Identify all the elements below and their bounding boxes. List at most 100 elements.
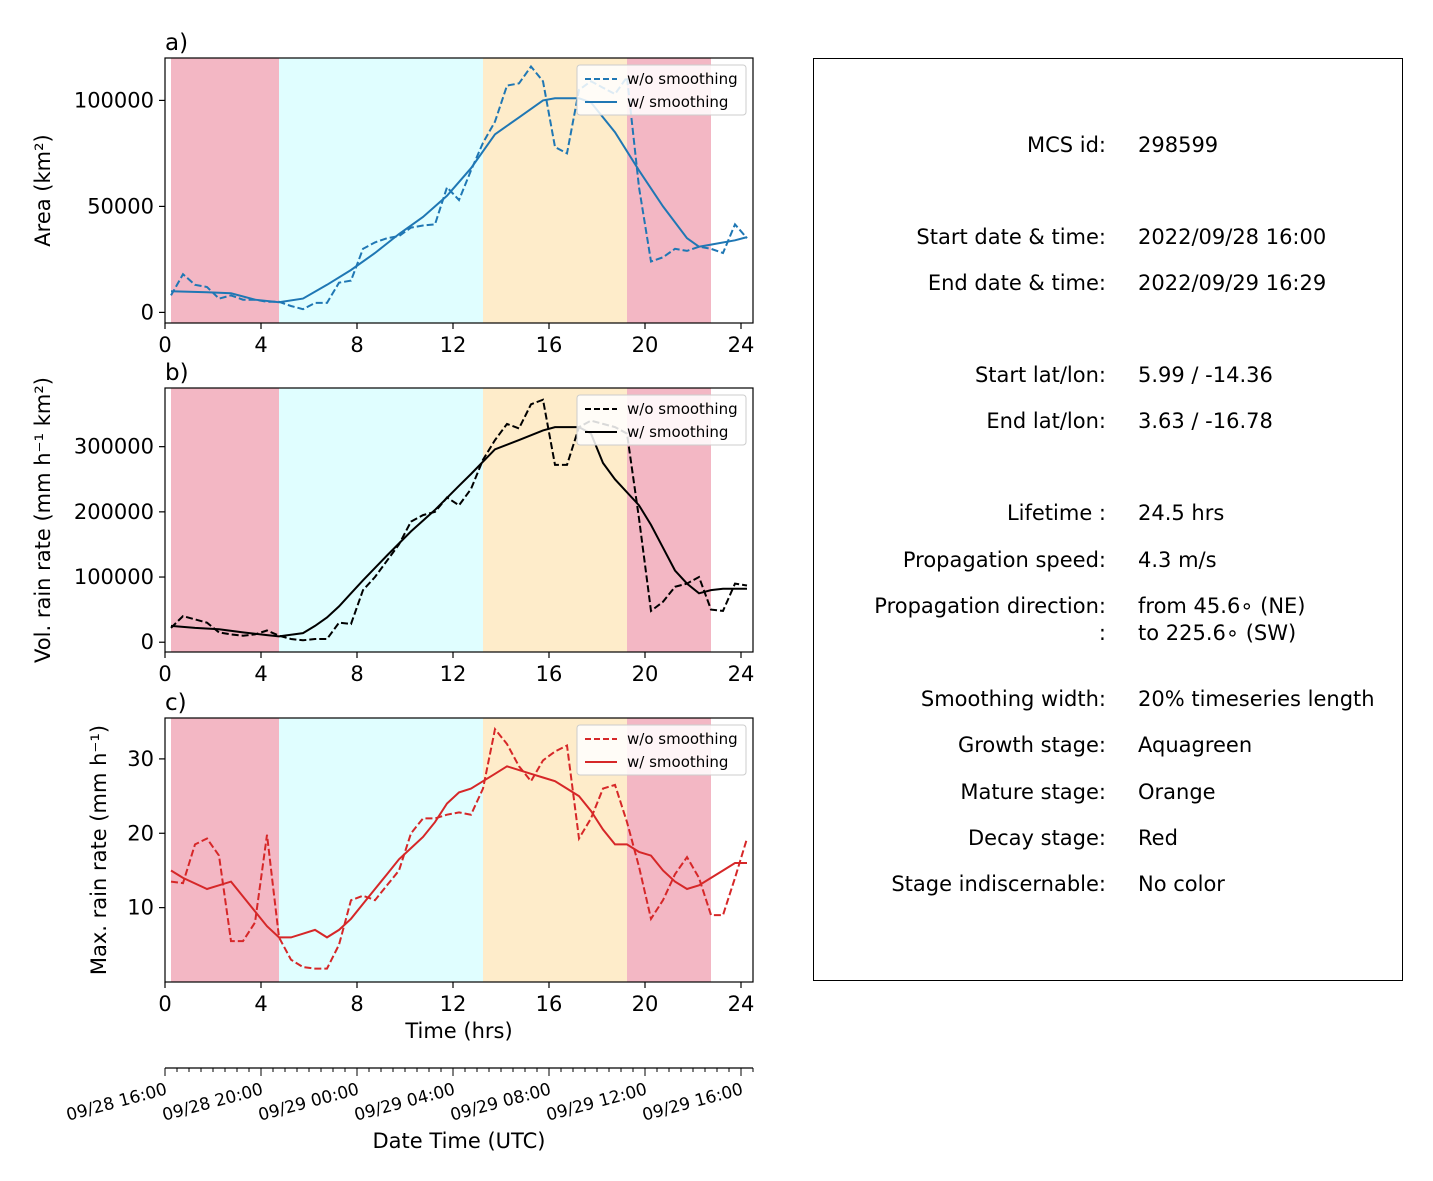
x-tick-label: 4 — [254, 992, 267, 1016]
datetime-tick-label: 09/29 08:00 — [448, 1080, 553, 1126]
stage-band-growth — [279, 718, 483, 982]
series-line-smoothed — [170, 765, 747, 939]
speed-value: 4.3 m/s — [1138, 548, 1217, 572]
info-row-mcs-id: MCS id: 298599 — [814, 132, 1402, 158]
x-tick-label: 16 — [536, 992, 563, 1016]
panel-label: a) — [165, 30, 188, 56]
x-tick-label: 12 — [440, 662, 467, 686]
decay-value: Red — [1138, 826, 1178, 850]
info-row-direction: Propagation direction: from 45.6∘ (NE) — [814, 593, 1402, 619]
legend-box — [576, 64, 747, 116]
legend-label: w/ smoothing — [627, 753, 728, 771]
x-tick-label: 8 — [350, 992, 363, 1016]
x-tick-label: 16 — [536, 662, 563, 686]
start-time-label: Start date & time: — [916, 225, 1106, 249]
decay-label: Decay stage: — [968, 826, 1106, 850]
y-axis-label: Max. rain rate (mm h⁻¹) — [87, 725, 111, 975]
stage-band-growth — [279, 388, 483, 652]
direction-from-value: from 45.6∘ (NE) — [1138, 594, 1306, 618]
datetime-tick-label: 09/29 04:00 — [352, 1080, 457, 1126]
stage-band-decay — [171, 388, 279, 652]
x-tick-label: 4 — [254, 662, 267, 686]
y-axis-label: Area (km²) — [31, 134, 55, 246]
series-line-smoothed — [170, 97, 748, 304]
legend: w/o smoothing w/ smoothing — [576, 724, 747, 776]
stage-band-decay — [171, 718, 279, 982]
legend-label: w/o smoothing — [627, 730, 738, 748]
datetime-tick-label: 09/28 20:00 — [160, 1080, 265, 1126]
y-tick-label: 300000 — [74, 435, 154, 459]
smoothing-value: 20% timeseries length — [1138, 687, 1375, 711]
info-row-speed: Propagation speed: 4.3 m/s — [814, 547, 1402, 573]
indiscernible-label: Stage indiscernable: — [891, 872, 1106, 896]
x-tick-label: 0 — [158, 992, 171, 1016]
info-row-indiscernible: Stage indiscernable: No color — [814, 871, 1402, 897]
y-tick-label: 20 — [127, 821, 154, 845]
stage-band-decay — [171, 58, 279, 323]
series-line-smoothed — [170, 426, 747, 638]
legend-label: w/o smoothing — [627, 400, 738, 418]
plot-frame — [164, 57, 754, 324]
x-tick-label: 4 — [254, 333, 267, 357]
x-tick-label: 12 — [440, 992, 467, 1016]
smoothing-label: Smoothing width: — [920, 687, 1106, 711]
legend-label: w/o smoothing — [627, 70, 738, 88]
x-tick-label: 8 — [350, 333, 363, 357]
x-tick-label: 20 — [632, 333, 659, 357]
info-row-lifetime: Lifetime : 24.5 hrs — [814, 500, 1402, 526]
x-tick-label: 16 — [536, 333, 563, 357]
info-row-decay: Decay stage: Red — [814, 825, 1402, 851]
x-axis-label: Time (hrs) — [404, 1019, 512, 1043]
mcs-id-label: MCS id: — [1026, 133, 1106, 157]
legend-label: w/ smoothing — [627, 93, 728, 111]
direction-label-colon: : — [1098, 621, 1106, 645]
y-tick-label: 0 — [141, 630, 154, 654]
datetime-tick-label: 09/29 12:00 — [544, 1080, 649, 1126]
panel-label: c) — [165, 690, 187, 716]
datetime-tick-label: 09/28 16:00 — [64, 1080, 169, 1126]
growth-label: Growth stage: — [957, 733, 1106, 757]
y-tick-label: 100000 — [74, 88, 154, 112]
info-row-end-latlon: End lat/lon: 3.63 / -16.78 — [814, 408, 1402, 434]
start-time-value: 2022/09/28 16:00 — [1138, 225, 1327, 249]
panel-b: 0 4 8 12 16 20 24 0 100000 200000 300000 b) Vol. rai… — [31, 360, 754, 686]
start-latlon-value: 5.99 / -14.36 — [1138, 363, 1273, 387]
info-row-smoothing: Smoothing width: 20% timeseries length — [814, 686, 1402, 712]
mcs-id-value: 298599 — [1138, 133, 1219, 157]
y-tick-label: 30 — [127, 747, 154, 771]
x-tick-label: 12 — [440, 333, 467, 357]
lifetime-value: 24.5 hrs — [1138, 501, 1225, 525]
start-latlon-label: Start lat/lon: — [974, 363, 1106, 387]
mature-value: Orange — [1138, 780, 1216, 804]
legend-box — [576, 724, 747, 776]
y-tick-label: 200000 — [74, 500, 154, 524]
end-latlon-label: End lat/lon: — [986, 409, 1106, 433]
x-tick-label: 24 — [728, 333, 755, 357]
panel-label: b) — [165, 360, 189, 386]
growth-value: Aquagreen — [1138, 733, 1253, 757]
legend-label: w/ smoothing — [627, 423, 728, 441]
direction-to-value: to 225.6∘ (SW) — [1138, 621, 1297, 645]
info-row-start-time: Start date & time: 2022/09/28 16:00 — [814, 224, 1402, 250]
series-line-unsmoothed — [170, 398, 748, 642]
panel-c: 0 4 8 12 16 20 24 10 20 30 c) Max. rain rate (mm h⁻… — [87, 690, 754, 1043]
end-time-label: End date & time: — [927, 271, 1106, 295]
series-line-unsmoothed — [170, 64, 748, 311]
direction-label: Propagation direction: — [874, 594, 1106, 618]
x-tick-label: 24 — [728, 662, 755, 686]
datetime-tick-label: 09/29 00:00 — [256, 1080, 361, 1126]
chart-figure: 0 4 8 12 16 20 24 0 50000 100000 a) Area (km²) w/o s… — [31, 30, 755, 1153]
x-tick-label: 0 — [158, 662, 171, 686]
end-latlon-value: 3.63 / -16.78 — [1138, 409, 1273, 433]
series-line-unsmoothed — [170, 726, 748, 970]
info-row-start-latlon: Start lat/lon: 5.99 / -14.36 — [814, 362, 1402, 388]
y-tick-label: 0 — [141, 300, 154, 324]
x-tick-label: 24 — [728, 992, 755, 1016]
y-tick-label: 10 — [127, 896, 154, 920]
plot-frame — [164, 717, 754, 983]
info-row-mature: Mature stage: Orange — [814, 779, 1402, 805]
x-tick-label: 0 — [158, 333, 171, 357]
datetime-tick-label: 09/29 16:00 — [640, 1080, 745, 1126]
mcs-info-panel: MCS id: 298599 Start date & time: 2022/0… — [813, 58, 1403, 981]
